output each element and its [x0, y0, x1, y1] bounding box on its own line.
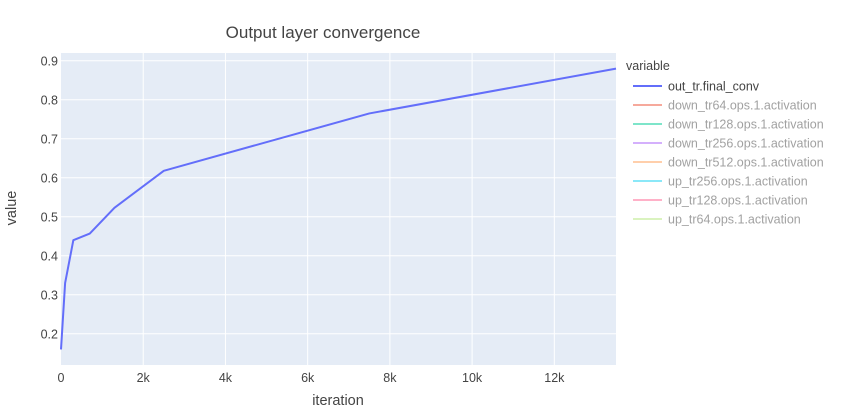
- x-tick-label: 6k: [301, 371, 315, 385]
- legend-label: down_tr256.ops.1.activation: [668, 137, 824, 151]
- legend-item[interactable]: up_tr256.ops.1.activation: [633, 175, 808, 189]
- y-tick-label: 0.7: [41, 132, 58, 146]
- x-tick-label: 0: [58, 371, 65, 385]
- x-tick-label: 4k: [219, 371, 233, 385]
- x-axis-ticks: 0 2k 4k 6k 8k 10k 12k: [58, 371, 566, 385]
- x-tick-label: 10k: [462, 371, 483, 385]
- y-tick-label: 0.6: [41, 171, 58, 185]
- chart-title: Output layer convergence: [226, 23, 421, 42]
- legend: variable out_tr.final_conv down_tr64.ops.…: [626, 59, 824, 227]
- x-tick-label: 8k: [383, 371, 397, 385]
- legend-label: down_tr128.ops.1.activation: [668, 118, 824, 132]
- y-tick-label: 0.8: [41, 93, 58, 107]
- series-lines: [60, 67, 617, 350]
- legend-label: out_tr.final_conv: [668, 80, 760, 94]
- y-axis-ticks: 0.2 0.3 0.4 0.5 0.6 0.7 0.8 0.9: [41, 54, 58, 341]
- plot-area: [61, 53, 616, 365]
- legend-label: down_tr512.ops.1.activation: [668, 156, 824, 170]
- gridlines: [61, 53, 616, 365]
- legend-label: up_tr128.ops.1.activation: [668, 194, 808, 208]
- x-tick-label: 2k: [137, 371, 151, 385]
- x-tick-label: 12k: [544, 371, 565, 385]
- legend-label: up_tr64.ops.1.activation: [668, 213, 801, 227]
- y-tick-label: 0.3: [41, 288, 58, 302]
- y-tick-label: 0.2: [41, 327, 58, 341]
- legend-label: up_tr256.ops.1.activation: [668, 175, 808, 189]
- legend-item[interactable]: up_tr128.ops.1.activation: [633, 194, 808, 208]
- y-axis-title: value: [4, 191, 20, 226]
- legend-items: out_tr.final_conv down_tr64.ops.1.activat…: [633, 80, 824, 227]
- legend-item[interactable]: down_tr512.ops.1.activation: [633, 156, 824, 170]
- legend-item[interactable]: down_tr256.ops.1.activation: [633, 137, 824, 151]
- y-tick-label: 0.9: [41, 54, 58, 68]
- y-tick-label: 0.5: [41, 210, 58, 224]
- legend-item[interactable]: down_tr128.ops.1.activation: [633, 118, 824, 132]
- legend-item[interactable]: up_tr64.ops.1.activation: [633, 213, 801, 227]
- legend-item[interactable]: down_tr64.ops.1.activation: [633, 99, 817, 113]
- y-tick-label: 0.4: [41, 249, 58, 263]
- series-line-out-tr-final-conv: [60, 67, 617, 350]
- x-axis-title: iteration: [312, 393, 364, 409]
- legend-item[interactable]: out_tr.final_conv: [633, 80, 760, 94]
- legend-label: down_tr64.ops.1.activation: [668, 99, 817, 113]
- legend-title: variable: [626, 59, 670, 73]
